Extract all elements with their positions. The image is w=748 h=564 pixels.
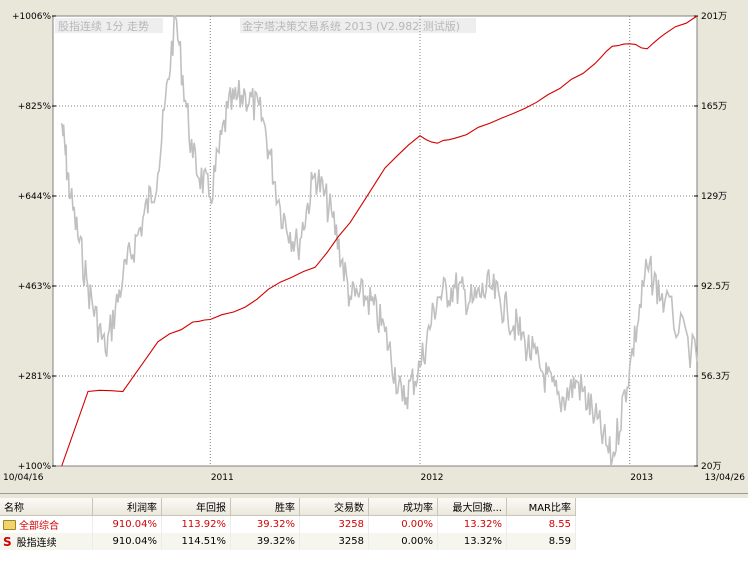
- cell-win-rate: 39.32%: [230, 515, 300, 533]
- x-axis-tick-label: 2013: [630, 473, 653, 483]
- x-axis-tick-label: 13/04/26: [705, 473, 746, 483]
- chart-title-legend: 股指连续 1分 走势: [58, 19, 149, 33]
- chart-panel[interactable]: 股指连续 1分 走势 金字塔决策交易系统 2013 (V2.982 测试版) +…: [0, 0, 748, 494]
- right-axis-tick-label: 165万: [701, 102, 727, 112]
- x-axis-tick-label: 2012: [421, 473, 444, 483]
- right-axis-tick-label: 20万: [701, 462, 721, 472]
- left-axis-tick-label: +100%: [18, 462, 52, 472]
- s-icon: S: [3, 535, 12, 549]
- header-success-rate[interactable]: 成功率: [368, 498, 438, 516]
- equity-chart[interactable]: 股指连续 1分 走势 金字塔决策交易系统 2013 (V2.982 测试版) +…: [0, 0, 748, 493]
- chart-title-system: 金字塔决策交易系统 2013 (V2.982 测试版): [242, 19, 460, 33]
- stats-table-panel[interactable]: 名称 利润率 年回报 胜率 交易数 成功率 最大回撤... MAR比率 全部综合…: [0, 498, 748, 564]
- left-axis-tick-label: +644%: [18, 192, 52, 202]
- price-series-line: [60, 15, 698, 467]
- cell-mar-ratio: 8.59: [506, 533, 576, 550]
- stats-table: 名称 利润率 年回报 胜率 交易数 成功率 最大回撤... MAR比率 全部综合…: [0, 498, 576, 550]
- header-name[interactable]: 名称: [0, 498, 93, 516]
- row-name: 股指连续: [16, 538, 57, 549]
- plot-area[interactable]: [52, 15, 698, 467]
- row-name-cell: 全部综合: [0, 515, 93, 533]
- left-axis: +1006% +825% +644% +463% +281% +100%: [12, 12, 56, 472]
- right-axis-tick-label: 129万: [701, 192, 727, 202]
- row-name-cell: S 股指连续: [0, 533, 93, 550]
- header-max-drawdown[interactable]: 最大回撤...: [437, 498, 507, 516]
- header-annual-return[interactable]: 年回报: [161, 498, 231, 516]
- left-axis-tick-label: +281%: [18, 372, 52, 382]
- cell-profit-rate: 910.04%: [92, 515, 162, 533]
- right-axis-tick-label: 56.3万: [701, 372, 730, 382]
- header-mar-ratio[interactable]: MAR比率: [506, 498, 576, 516]
- table-header-row: 名称 利润率 年回报 胜率 交易数 成功率 最大回撤... MAR比率: [0, 498, 576, 516]
- cell-success-rate: 0.00%: [368, 515, 438, 533]
- cell-mar-ratio: 8.55: [506, 515, 576, 533]
- cell-success-rate: 0.00%: [368, 533, 438, 550]
- right-axis: 201万 165万 129万 92.5万 56.3万 20万: [694, 12, 730, 472]
- x-axis: 10/04/16 2011 2012 2013 13/04/26: [3, 473, 745, 483]
- grid: [53, 16, 697, 466]
- cell-profit-rate: 910.04%: [92, 533, 162, 550]
- table-row[interactable]: S 股指连续 910.04% 114.51% 39.32% 3258 0.00% …: [0, 533, 576, 550]
- header-trade-count[interactable]: 交易数: [299, 498, 369, 516]
- legend-bg: [55, 18, 163, 33]
- cell-trade-count: 3258: [299, 533, 369, 550]
- left-axis-tick-label: +1006%: [12, 12, 51, 22]
- header-profit-rate[interactable]: 利润率: [92, 498, 162, 516]
- title-bg: [240, 18, 476, 33]
- left-axis-tick-label: +463%: [18, 282, 52, 292]
- table-row[interactable]: 全部综合 910.04% 113.92% 39.32% 3258 0.00% 1…: [0, 515, 576, 533]
- cell-annual-return: 113.92%: [161, 515, 231, 533]
- cell-trade-count: 3258: [299, 515, 369, 533]
- cell-annual-return: 114.51%: [161, 533, 231, 550]
- cell-max-drawdown: 13.32%: [437, 533, 507, 550]
- header-win-rate[interactable]: 胜率: [230, 498, 300, 516]
- x-axis-tick-label: 2011: [211, 473, 234, 483]
- x-axis-tick-label: 10/04/16: [3, 473, 44, 483]
- left-axis-tick-label: +825%: [18, 102, 52, 112]
- folder-icon: [3, 520, 16, 530]
- right-axis-tick-label: 201万: [701, 12, 727, 22]
- cell-max-drawdown: 13.32%: [437, 515, 507, 533]
- equity-series-line: [61, 15, 698, 467]
- row-name: 全部综合: [19, 521, 59, 532]
- right-axis-tick-label: 92.5万: [701, 282, 730, 292]
- cell-win-rate: 39.32%: [230, 533, 300, 550]
